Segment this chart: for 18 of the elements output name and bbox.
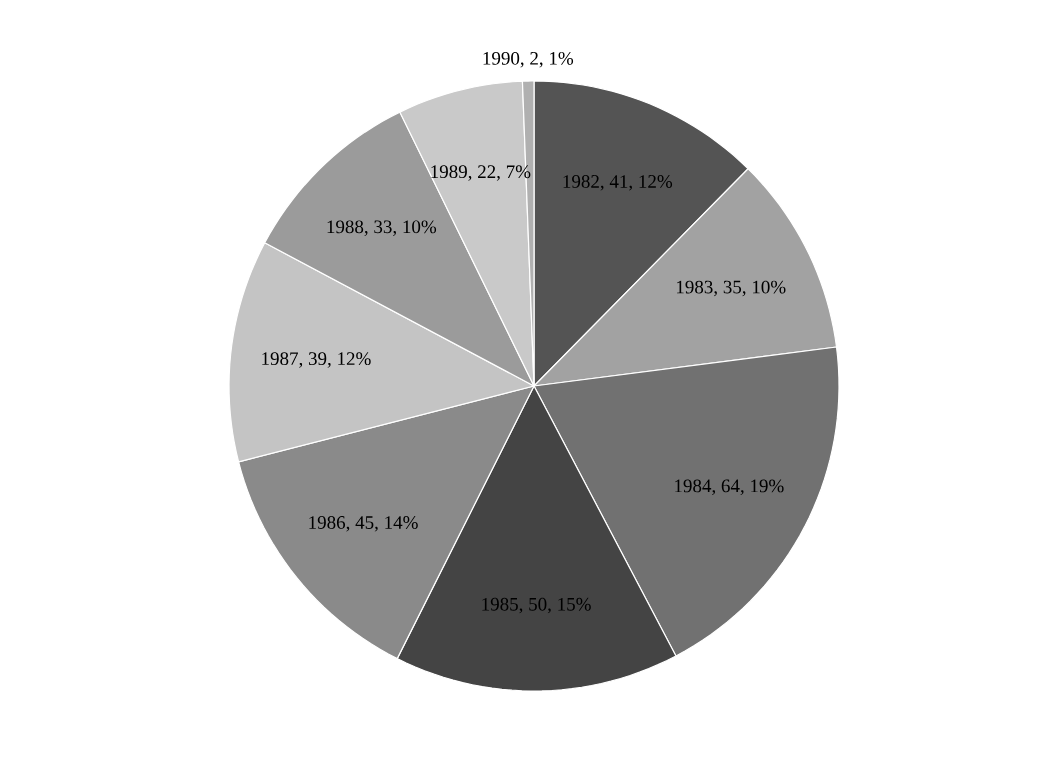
data-label: , 50, 15% — [519, 597, 591, 614]
slice-label: 1986 — [309, 516, 346, 529]
slice-label: 1983 — [677, 280, 713, 294]
data-label: , 22, 7% — [468, 165, 531, 181]
slice-label: 1982 — [563, 175, 599, 188]
slice-label: 1990 — [483, 51, 520, 65]
data-label: , 33, 10% — [364, 220, 437, 236]
data-label: , 39, 12% — [299, 352, 371, 368]
slice-label: 1987 — [262, 352, 298, 366]
slice-label: 1988 — [327, 220, 364, 234]
data-label: , 2, 1% — [520, 51, 574, 68]
slice-label: 1989 — [431, 165, 467, 179]
data-label: , 64, 19% — [712, 479, 784, 496]
slice-label: 1984 — [675, 479, 712, 493]
data-label: , 41, 12% — [600, 175, 673, 191]
slice-label: 1985 — [482, 597, 518, 611]
data-label: , 45, 14% — [346, 516, 418, 532]
data-label: , 35, 10% — [714, 280, 786, 297]
